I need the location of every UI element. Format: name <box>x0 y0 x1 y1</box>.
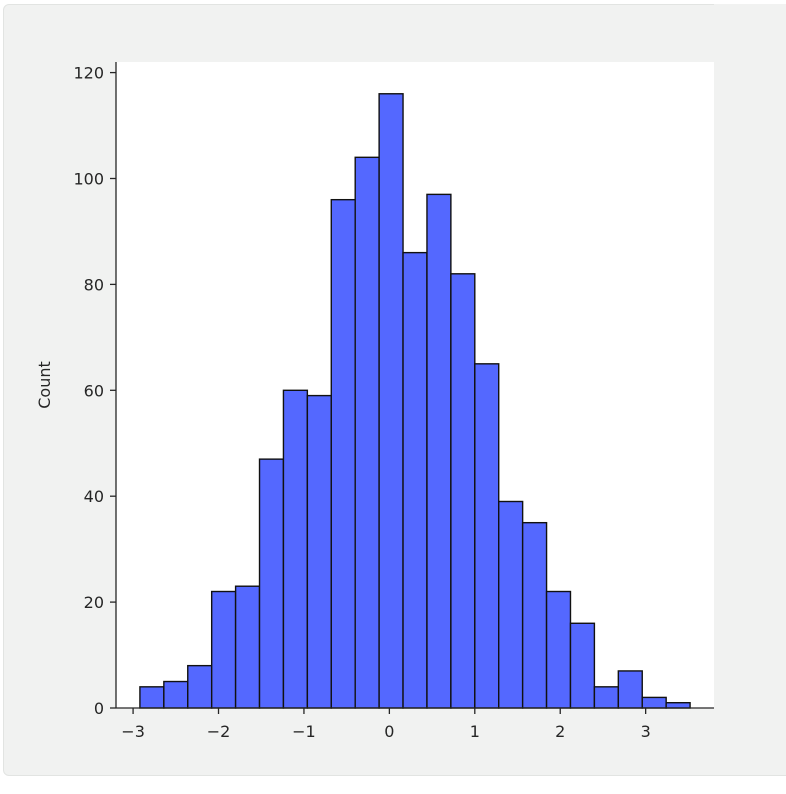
histogram-bar <box>426 193 452 709</box>
histogram-bar <box>498 500 524 709</box>
histogram-bar <box>258 458 285 709</box>
histogram-bar <box>378 93 404 709</box>
x-tick-label: −2 <box>207 722 231 741</box>
y-tick-label: 60 <box>84 381 104 400</box>
histogram-bar <box>569 622 596 709</box>
x-tick-label: −1 <box>292 722 316 741</box>
histogram-bar <box>210 590 237 709</box>
y-tick-label: 120 <box>73 64 104 83</box>
histogram-bar <box>306 394 332 709</box>
histogram-bar <box>163 680 189 709</box>
y-axis-label: Count <box>35 361 54 409</box>
histogram-bar <box>402 251 428 709</box>
histogram-bar <box>450 273 476 709</box>
x-tick-label: 3 <box>641 722 651 741</box>
y-tick-label: 80 <box>84 275 104 294</box>
histogram-bar <box>354 156 380 709</box>
y-tick-label: 0 <box>94 699 104 718</box>
x-tick-label: 2 <box>555 722 565 741</box>
histogram-bar <box>665 702 691 709</box>
axes-group: −3 −2 −1 0 1 2 3 0 20 40 60 80 100 120 <box>73 62 714 741</box>
histogram-bar <box>187 664 213 709</box>
histogram-bar <box>330 198 356 709</box>
histogram-bar <box>617 670 643 709</box>
bars-group <box>139 93 691 709</box>
x-tick-label: −3 <box>121 722 145 741</box>
y-tick-label: 20 <box>84 593 104 612</box>
histogram-bar <box>234 585 261 709</box>
histogram-bar <box>593 686 620 709</box>
histogram-bar <box>139 686 165 709</box>
histogram-bar <box>474 363 500 709</box>
y-tick-label: 40 <box>84 487 104 506</box>
panel-right-strip <box>714 4 786 774</box>
x-tick-label: 0 <box>384 722 394 741</box>
histogram-bar <box>641 696 667 709</box>
histogram-bar <box>282 389 309 709</box>
histogram-bar <box>521 521 548 709</box>
histogram-bar <box>545 590 572 709</box>
y-tick-label: 100 <box>73 169 104 188</box>
x-tick-label: 1 <box>470 722 480 741</box>
